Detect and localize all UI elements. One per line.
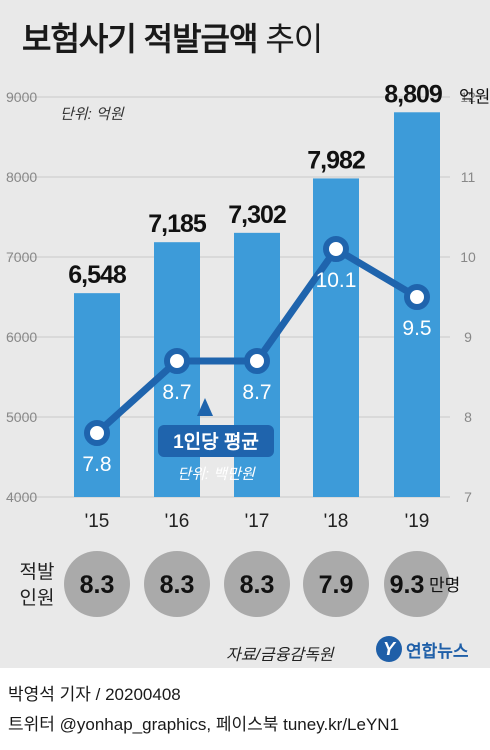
detected-value: 8.3 xyxy=(80,571,115,599)
left-axis-unit: 단위: 억원 xyxy=(60,106,125,123)
right-tick-label: 8 xyxy=(464,409,472,425)
row-label-line: 적발 xyxy=(20,561,55,583)
detected-unit: 만명 xyxy=(429,576,460,595)
detected-circle xyxy=(303,551,369,617)
bar-value-label: 6,548 xyxy=(68,261,127,289)
credit-social: 트위터 @yonhap_graphics, 페이스북 tuney.kr/LeYN… xyxy=(8,715,400,734)
detected-circle xyxy=(384,551,450,617)
line-point xyxy=(164,348,190,374)
left-tick-label: 5000 xyxy=(6,409,37,425)
x-tick-label: '16 xyxy=(165,511,190,532)
x-tick-label: '19 xyxy=(405,511,430,532)
line-value-label: 7.8 xyxy=(82,453,111,476)
left-tick-label: 8000 xyxy=(6,169,37,185)
credit-reporter: 박영석 기자 / 20200408 xyxy=(8,685,181,704)
x-tick-label: '17 xyxy=(245,511,270,532)
x-tick-label: '18 xyxy=(324,511,349,532)
callout-title: 1인당 평균 xyxy=(173,431,259,453)
detected-value: 7.9 xyxy=(319,571,354,599)
chart-title: 보험사기 적발금액 추이 xyxy=(22,14,323,60)
logo-text: 연합뉴스 xyxy=(406,641,469,661)
line-value-label: 9.5 xyxy=(402,317,431,340)
right-tick-label: 12 xyxy=(460,89,476,105)
detected-circle xyxy=(224,551,290,617)
line-point xyxy=(244,348,270,374)
bar-value-label: 7,302 xyxy=(228,201,286,229)
line-point xyxy=(404,284,430,310)
detected-value: 8.3 xyxy=(240,571,275,599)
logo-mark-icon: Y xyxy=(376,636,402,662)
bar-value-label: 7,982 xyxy=(307,146,365,174)
source-label: 자료/금융감독원 xyxy=(226,647,334,664)
right-tick-label: 9 xyxy=(464,329,472,345)
detected-value: 8.3 xyxy=(160,571,195,599)
row-label-line: 인원 xyxy=(20,587,55,609)
callout-unit: 단위: 백만원 xyxy=(177,466,256,483)
detected-circle xyxy=(64,551,130,617)
right-tick-label: 7 xyxy=(464,489,472,505)
bar xyxy=(313,178,359,497)
x-tick-label: '15 xyxy=(85,511,110,532)
callout-box xyxy=(158,425,274,457)
left-tick-label: 4000 xyxy=(6,489,37,505)
left-tick-label: 7000 xyxy=(6,249,37,265)
bar-value-unit: 억원 xyxy=(459,87,490,106)
line-value-label: 10.1 xyxy=(316,269,357,292)
bar xyxy=(74,293,120,497)
chart-svg: 4000 5000 6000 7000 8000 9000 7 8 9 10 11 12 단위: 억원 6… xyxy=(6,80,490,617)
right-tick-label: 10 xyxy=(460,249,476,265)
bar-value-label: 7,185 xyxy=(148,210,207,238)
title-light: 추이 xyxy=(265,21,323,57)
left-tick-label: 9000 xyxy=(6,89,37,105)
right-tick-label: 11 xyxy=(461,169,476,185)
bar-value-label: 8,809 xyxy=(384,80,442,108)
left-tick-label: 6000 xyxy=(6,329,37,345)
line-value-label: 8.7 xyxy=(162,381,191,404)
detected-value: 9.3 xyxy=(390,571,425,599)
line-point xyxy=(323,236,349,262)
line-point xyxy=(84,420,110,446)
yonhap-logo: Y 연합뉴스 xyxy=(376,636,469,662)
line-value-label: 8.7 xyxy=(242,381,271,404)
title-bold: 보험사기 적발금액 xyxy=(22,21,258,57)
detected-circle xyxy=(144,551,210,617)
callout-pointer xyxy=(197,398,213,416)
